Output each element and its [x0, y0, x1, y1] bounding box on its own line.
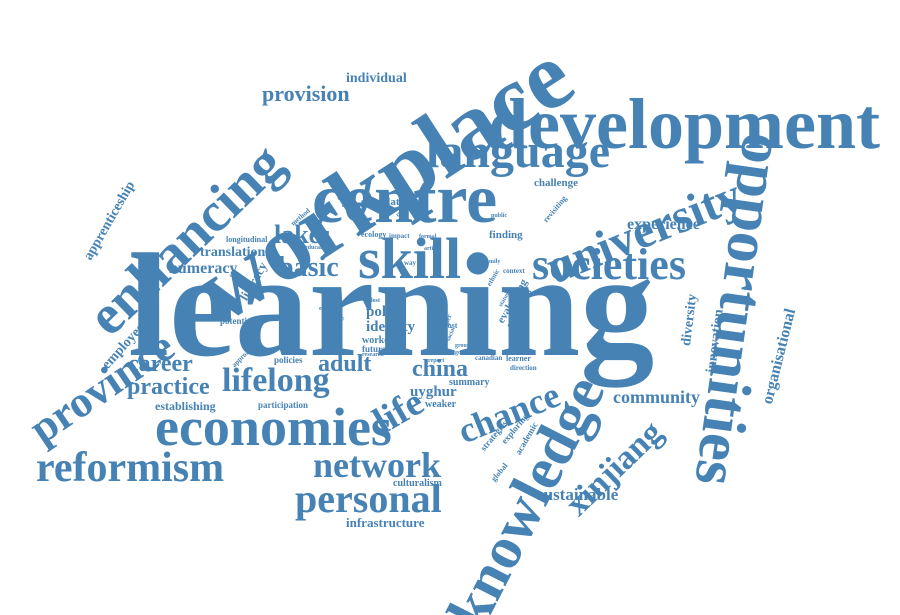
cloud-word: stimulating — [361, 196, 415, 208]
cloud-word: policies — [274, 355, 303, 365]
cloud-word: experience — [627, 216, 700, 233]
cloud-word: longitudinal — [226, 235, 268, 244]
cloud-word: career — [128, 351, 193, 377]
cloud-word: challenge — [534, 177, 578, 189]
cloud-word: practice — [127, 374, 210, 400]
cloud-word: lifelong — [222, 362, 330, 399]
cloud-word: research — [362, 352, 384, 358]
cloud-word: adult — [318, 351, 372, 377]
cloud-word: summary — [449, 377, 490, 388]
cloud-word: formal — [419, 234, 437, 240]
cloud-word: educated — [305, 245, 328, 251]
cloud-word: china — [412, 356, 469, 382]
cloud-word: context — [503, 267, 525, 275]
cloud-word: provision — [262, 81, 350, 106]
cloud-word: learner — [506, 354, 531, 363]
cloud-word: centre — [312, 161, 498, 238]
cloud-word: weaker — [425, 399, 457, 410]
cloud-word: direction — [510, 364, 537, 372]
cloud-word: lakes — [274, 220, 331, 249]
cloud-word: ecology — [361, 230, 387, 239]
cloud-word: individual — [346, 71, 407, 86]
cloud-word: worker — [362, 335, 394, 346]
cloud-word: skill — [358, 226, 462, 291]
cloud-word: finding — [489, 229, 523, 241]
cloud-word: personal — [295, 476, 442, 521]
cloud-word: basic — [278, 252, 339, 283]
cloud-word: establishing — [155, 399, 216, 413]
cloud-word: culturalism — [393, 478, 442, 489]
cloud-word: numeracy — [169, 260, 238, 277]
cloud-word: translation — [200, 245, 266, 260]
cloud-word: sustainable — [537, 485, 619, 504]
cloud-word: language — [426, 125, 611, 178]
cloud-word: family — [484, 259, 501, 265]
cloud-word: future — [362, 344, 386, 354]
cloud-word: learning — [128, 224, 655, 388]
cloud-word: hoffman — [342, 203, 364, 209]
cloud-word: most — [441, 321, 458, 330]
cloud-word: good — [455, 350, 468, 356]
cloud-word: societies — [532, 240, 686, 289]
cloud-word: policy — [366, 304, 405, 320]
cloud-word: participation — [258, 400, 309, 410]
cloud-word: effect — [319, 306, 333, 312]
cloud-word: uyghur — [410, 384, 457, 400]
cloud-word: economies — [155, 397, 392, 457]
cloud-word: canadian — [475, 354, 503, 362]
cloud-word: diversity — [679, 293, 701, 347]
cloud-word: reformism — [36, 445, 225, 491]
cloud-word: article — [424, 246, 441, 252]
cloud-word: revisiting — [541, 193, 569, 225]
cloud-word: community — [613, 387, 700, 407]
cloud-word: lost — [371, 298, 380, 304]
cloud-word: network — [313, 445, 441, 485]
cloud-word: identity — [366, 319, 416, 335]
cloud-word: group — [455, 343, 471, 349]
cloud-word: potential — [220, 316, 255, 326]
cloud-word: infrastructure — [346, 515, 425, 530]
cloud-word: development — [488, 84, 880, 164]
cloud-word: report — [428, 358, 445, 364]
cloud-word: way — [404, 259, 417, 267]
cloud-word: impact — [389, 232, 410, 240]
cloud-word: public — [491, 213, 508, 219]
